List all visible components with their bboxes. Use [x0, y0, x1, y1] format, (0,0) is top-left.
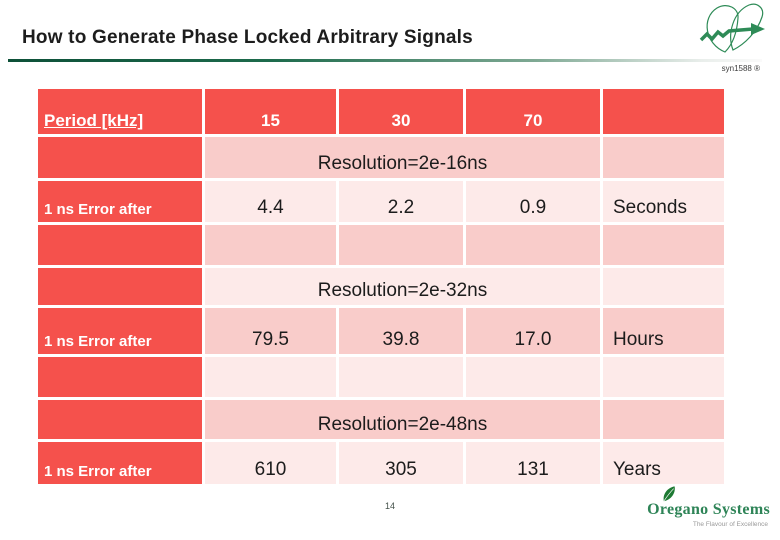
value-cell: 2.2	[339, 181, 463, 222]
spacer-cell	[205, 357, 336, 397]
spacer-cell	[38, 225, 202, 265]
spacer-cell	[466, 357, 600, 397]
header-period-label: Period [kHz]	[38, 89, 202, 134]
value-cell: 131	[466, 442, 600, 484]
spacer-cell	[38, 357, 202, 397]
unit-cell-hours: Hours	[603, 308, 724, 354]
phase-lock-error-table: Period [kHz] 15 30 70 Resolution=2e-16ns…	[38, 89, 724, 484]
company-tagline: The Flavour of Excellence	[692, 521, 768, 528]
oregano-systems-logo: Oregano Systems The Flavour of Excellenc…	[624, 485, 774, 537]
resolution-48ns-label: Resolution=2e-48ns	[205, 400, 600, 439]
error-after-label: 1 ns Error after	[38, 181, 202, 222]
spacer-cell	[339, 357, 463, 397]
unit-cell-seconds: Seconds	[603, 181, 724, 222]
company-name: Oregano Systems	[647, 501, 770, 518]
resolution-16ns-label: Resolution=2e-16ns	[205, 137, 600, 178]
title-divider	[8, 59, 762, 62]
error-after-label: 1 ns Error after	[38, 442, 202, 484]
spacer-cell	[603, 268, 724, 305]
header-freq-15: 15	[205, 89, 336, 134]
spacer-cell	[603, 400, 724, 439]
value-cell: 0.9	[466, 181, 600, 222]
leaf-icon	[663, 486, 675, 502]
error-after-label: 1 ns Error after	[38, 308, 202, 354]
syn1588-logo-text: syn1588 ®	[721, 64, 760, 73]
value-cell: 610	[205, 442, 336, 484]
spacer-cell	[38, 137, 202, 178]
resolution-32ns-label: Resolution=2e-32ns	[205, 268, 600, 305]
header-freq-30: 30	[339, 89, 463, 134]
header-freq-70: 70	[466, 89, 600, 134]
value-cell: 305	[339, 442, 463, 484]
value-cell: 79.5	[205, 308, 336, 354]
value-cell: 39.8	[339, 308, 463, 354]
spacer-cell	[38, 268, 202, 305]
page-number: 14	[384, 501, 395, 511]
syn1588-logo-icon	[696, 2, 768, 58]
page-title: How to Generate Phase Locked Arbitrary S…	[22, 27, 473, 48]
spacer-cell	[603, 137, 724, 178]
spacer-cell	[339, 225, 463, 265]
spacer-cell	[466, 225, 600, 265]
spacer-cell	[603, 357, 724, 397]
value-cell: 4.4	[205, 181, 336, 222]
spacer-cell	[205, 225, 336, 265]
value-cell: 17.0	[466, 308, 600, 354]
unit-cell-years: Years	[603, 442, 724, 484]
spacer-cell	[38, 400, 202, 439]
header-unit-cell	[603, 89, 724, 134]
spacer-cell	[603, 225, 724, 265]
